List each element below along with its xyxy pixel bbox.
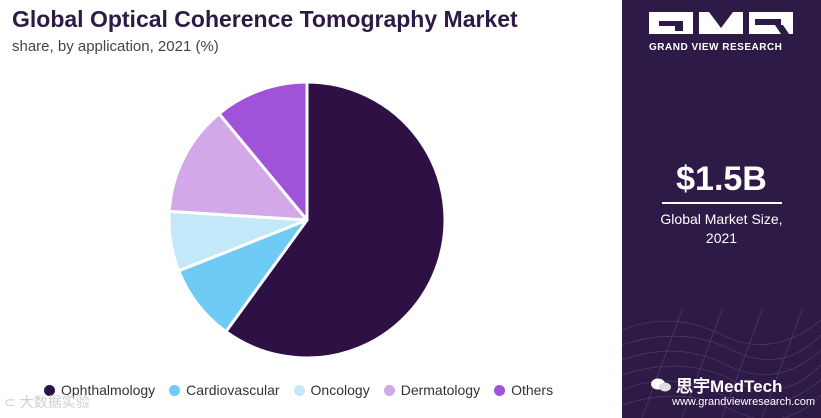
chart-title: Global Optical Coherence Tomography Mark… (12, 6, 518, 32)
pie-chart (167, 80, 447, 360)
market-size-label-line1: Global Market Size, (660, 211, 783, 227)
logo-block-r (749, 12, 793, 34)
chart-legend: Ophthalmology Cardiovascular Oncology Derma… (44, 382, 567, 398)
pie-slice-dermatology (167, 112, 309, 222)
legend-label: Oncology (310, 382, 370, 398)
legend-label: Ophthalmology (61, 382, 156, 398)
legend-item-oncology: Oncology (293, 382, 370, 398)
watermark-left: ⊂ 大数据实验 (4, 392, 90, 412)
legend-item-cardiovascular: Cardiovascular (169, 382, 280, 398)
logo-mark (649, 12, 799, 34)
watermark-right-text: 思宇MedTech (676, 377, 783, 396)
logo-block-g (649, 12, 693, 34)
legend-label: Dermatology (400, 382, 481, 398)
legend-item-ophthalmology: Ophthalmology (44, 382, 155, 398)
legend-swatch (383, 384, 395, 396)
brand-logo: GRAND VIEW RESEARCH (649, 12, 799, 62)
chart-area: Global Optical Coherence Tomography Mark… (4, 6, 567, 412)
watermark-right: 思宇MedTech (650, 372, 782, 397)
legend-swatch (494, 384, 506, 396)
chart-subtitle: share, by application, 2021 (%) (12, 38, 219, 55)
wechat-icon (651, 378, 671, 391)
pie-slice-ophthalmology (224, 80, 447, 360)
brand-name: GRAND VIEW RESEARCH (649, 42, 783, 53)
legend-label: Cardiovascular (186, 382, 280, 398)
sidebar-panel: GRAND VIEW RESEARCH $1.5B Global Market … (622, 0, 821, 418)
legend-item-others: Others (494, 382, 553, 398)
legend-swatch (44, 384, 55, 396)
market-size-label: Global Market Size, 2021 (622, 210, 821, 248)
logo-block-v (699, 12, 743, 34)
value-underline (662, 202, 782, 204)
legend-swatch (293, 384, 305, 396)
watermark-left-text: 大数据实验 (19, 394, 90, 410)
watermark-logo-icon: ⊂ (4, 394, 16, 410)
pie-slice-others (217, 80, 309, 222)
website-url: www.grandviewresearch.com (672, 396, 816, 408)
legend-label: Others (511, 382, 554, 398)
market-size-label-line2: 2021 (705, 230, 738, 246)
market-size-value: $1.5B (676, 160, 767, 198)
legend-swatch (169, 384, 181, 396)
legend-item-dermatology: Dermatology (383, 382, 481, 398)
decorative-mesh (622, 309, 821, 418)
